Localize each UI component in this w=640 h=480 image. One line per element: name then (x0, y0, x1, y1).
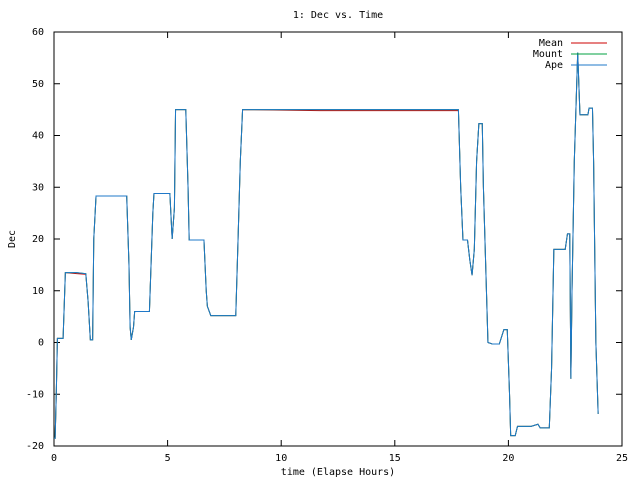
y-axis-label: Dec (7, 230, 18, 248)
legend-label: Mount (533, 49, 563, 60)
x-axis-label: time (Elapse Hours) (281, 467, 395, 478)
plot-frame (53, 31, 623, 447)
x-tick-label: 10 (275, 453, 287, 464)
y-tick-label: -10 (26, 389, 44, 400)
y-tick-label: -20 (26, 441, 44, 452)
y-tick-label: 0 (38, 338, 44, 349)
x-tick-label: 15 (389, 453, 401, 464)
data-line (54, 52, 599, 439)
y-tick-label: 10 (32, 286, 44, 297)
x-tick-label: 25 (616, 453, 628, 464)
data-line (54, 52, 599, 439)
y-tick-label: 50 (32, 79, 44, 90)
y-tick-label: 30 (32, 182, 44, 193)
x-tick-label: 0 (51, 453, 57, 464)
x-tick-label: 5 (165, 453, 171, 464)
y-tick-label: 20 (32, 234, 44, 245)
x-tick-label: 20 (502, 453, 514, 464)
chart-title: 1: Dec vs. Time (293, 10, 383, 21)
y-tick-label: 60 (32, 27, 44, 38)
legend-label: Ape (545, 60, 563, 71)
legend-label: Mean (539, 38, 563, 49)
y-tick-label: 40 (32, 131, 44, 142)
